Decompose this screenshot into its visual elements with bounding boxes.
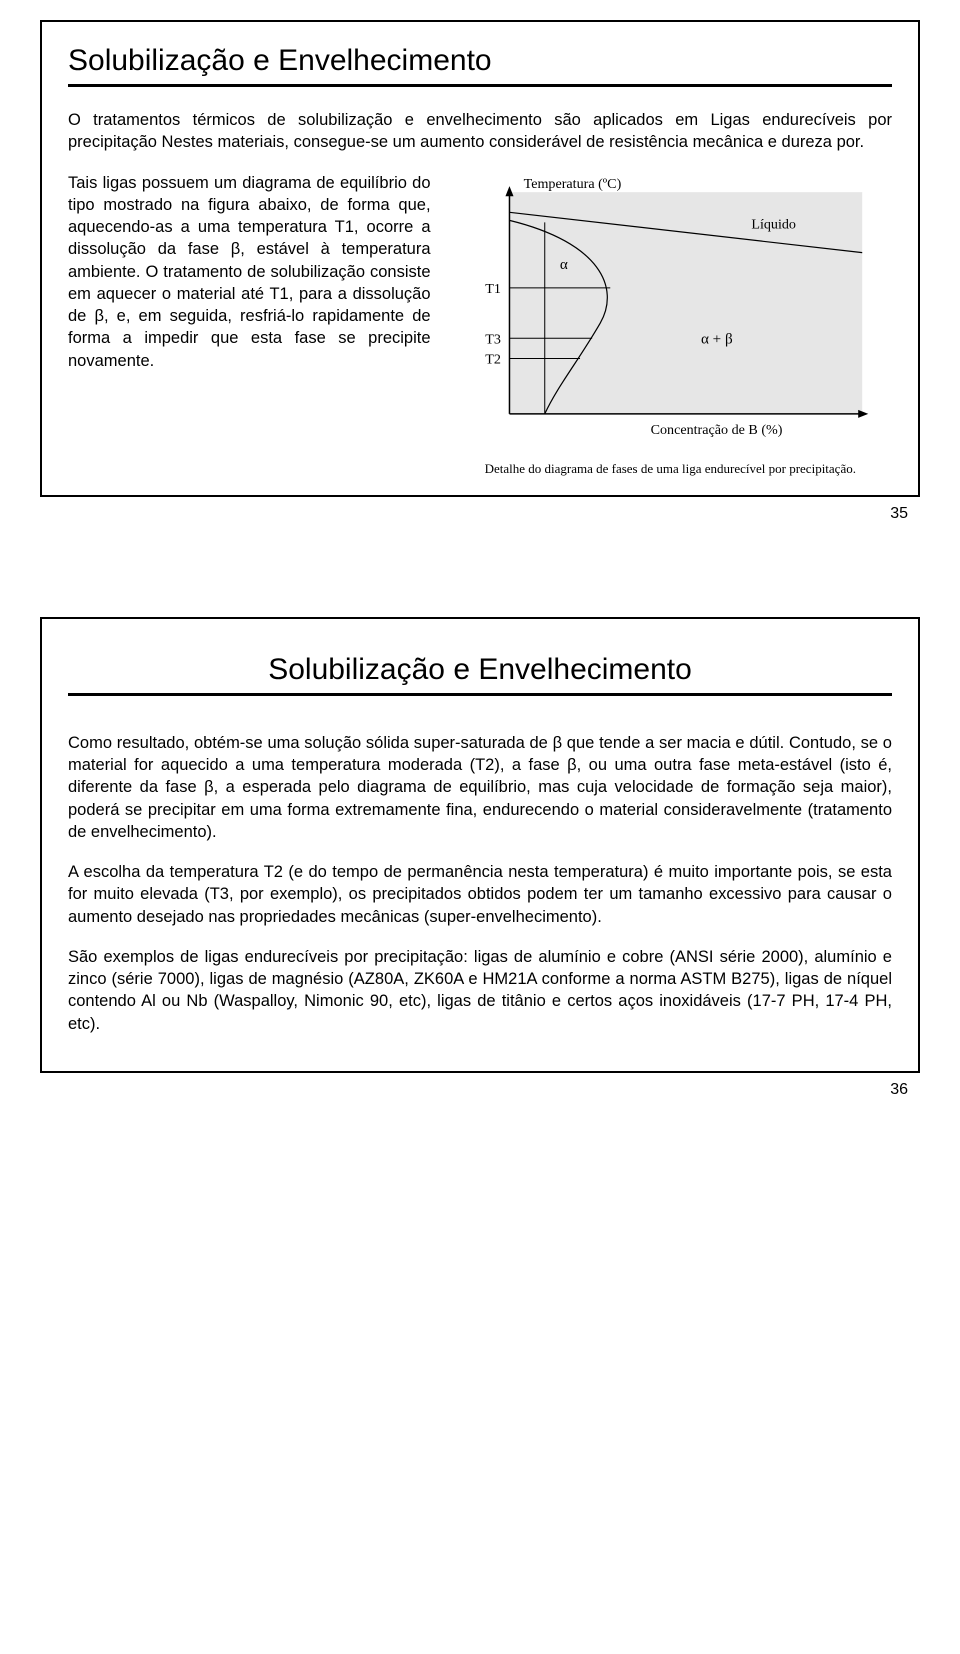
slide1-two-col: Tais ligas possuem um diagrama de equilí… xyxy=(68,172,892,477)
slide2-p2: A escolha da temperatura T2 (e do tempo … xyxy=(68,861,892,928)
diagram-liquid-label: Líquido xyxy=(751,216,796,232)
slide2-title-wrap: Solubilização e Envelhecimento xyxy=(68,653,892,696)
diagram-alpha-label: α xyxy=(559,256,567,272)
diagram-t1: T1 xyxy=(485,280,501,296)
slide-2: Solubilização e Envelhecimento Como resu… xyxy=(40,617,920,1073)
diagram-ylabel: Temperatura (ºC) xyxy=(523,176,621,192)
diagram-ab-label: α + β xyxy=(701,331,733,347)
phase-diagram-svg: Temperatura (ºC) Líquido α α + β Concent… xyxy=(449,172,892,454)
slide-1: Solubilização e Envelhecimento O tratame… xyxy=(40,20,920,497)
diagram-caption: Detalhe do diagrama de fases de uma liga… xyxy=(449,461,892,477)
title-rule xyxy=(68,84,892,87)
slide2-title: Solubilização e Envelhecimento xyxy=(268,653,692,687)
title-rule-2 xyxy=(68,693,892,696)
slide2-body: Como resultado, obtém-se uma solução sól… xyxy=(68,732,892,1035)
slide1-page-num: 35 xyxy=(890,505,908,523)
diagram-xlabel: Concentração de B (%) xyxy=(650,422,782,438)
phase-diagram: Temperatura (ºC) Líquido α α + β Concent… xyxy=(449,172,892,477)
slide2-p1: Como resultado, obtém-se uma solução sól… xyxy=(68,732,892,843)
slide2-p3: São exemplos de ligas endurecíveis por p… xyxy=(68,946,892,1035)
slide1-diagram-col: Temperatura (ºC) Líquido α α + β Concent… xyxy=(449,172,892,477)
slide1-intro: O tratamentos térmicos de solubilização … xyxy=(68,109,892,154)
slide1-left-text: Tais ligas possuem um diagrama de equilí… xyxy=(68,172,431,477)
diagram-t2: T2 xyxy=(485,351,501,367)
diagram-t3: T3 xyxy=(485,331,501,347)
slide2-page-num: 36 xyxy=(890,1081,908,1099)
slide1-title: Solubilização e Envelhecimento xyxy=(68,44,892,78)
